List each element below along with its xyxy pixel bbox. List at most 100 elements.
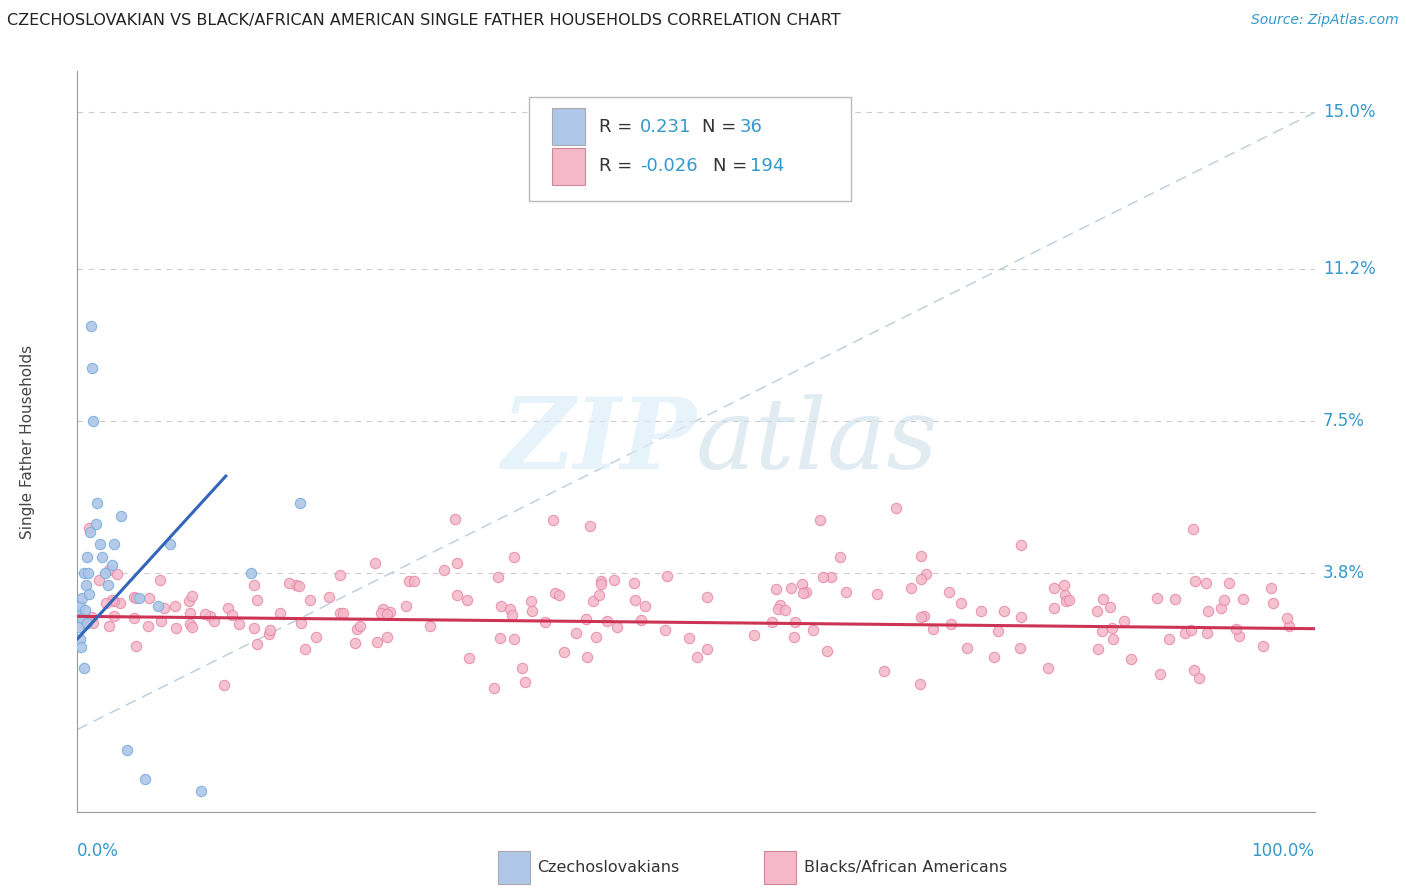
Text: N =: N = — [713, 157, 748, 175]
Point — [103, 594, 125, 608]
Point — [398, 574, 420, 588]
Text: 0.0%: 0.0% — [77, 842, 120, 860]
Point — [910, 549, 932, 564]
Point — [553, 645, 575, 659]
Point — [1091, 592, 1114, 607]
Point — [696, 590, 718, 604]
Point — [87, 574, 110, 588]
Text: R =: R = — [599, 118, 633, 136]
Point — [655, 569, 678, 583]
Point — [180, 589, 202, 603]
Point — [202, 614, 225, 628]
Text: 7.5%: 7.5% — [1323, 412, 1365, 430]
Point — [765, 582, 787, 597]
Point — [1195, 575, 1218, 590]
Point — [163, 599, 186, 613]
Point — [873, 664, 896, 678]
Point — [97, 578, 120, 592]
Point — [993, 604, 1015, 618]
Point — [808, 513, 831, 527]
Point — [82, 414, 104, 428]
Point — [290, 616, 312, 631]
Point — [1114, 614, 1136, 628]
Point — [813, 570, 835, 584]
Point — [866, 587, 889, 601]
Point — [585, 631, 607, 645]
Point — [1057, 593, 1080, 607]
Text: -0.026: -0.026 — [640, 157, 697, 175]
Point — [589, 574, 612, 588]
Text: 100.0%: 100.0% — [1251, 842, 1315, 860]
FancyBboxPatch shape — [529, 97, 851, 201]
Point — [138, 591, 160, 606]
Point — [1102, 632, 1125, 647]
Point — [91, 549, 114, 564]
Point — [377, 607, 399, 622]
Point — [589, 577, 612, 591]
Point — [482, 681, 505, 696]
Point — [73, 603, 96, 617]
Point — [239, 566, 262, 581]
Point — [419, 619, 441, 633]
Point — [575, 612, 598, 626]
Point — [1099, 600, 1122, 615]
Point — [96, 597, 118, 611]
Point — [146, 599, 169, 613]
Point — [128, 591, 150, 605]
Point — [103, 609, 125, 624]
Point — [159, 537, 181, 551]
Point — [941, 617, 963, 632]
Point — [80, 319, 103, 334]
Point — [446, 588, 468, 602]
Point — [105, 566, 128, 581]
Point — [1209, 600, 1232, 615]
Point — [1181, 522, 1204, 536]
Point — [678, 631, 700, 645]
Point — [287, 579, 309, 593]
Point — [122, 611, 145, 625]
Text: 15.0%: 15.0% — [1323, 103, 1375, 121]
FancyBboxPatch shape — [763, 851, 796, 884]
Point — [98, 563, 121, 577]
Point — [792, 586, 814, 600]
Point — [217, 601, 239, 615]
Text: 194: 194 — [751, 157, 785, 175]
Point — [125, 640, 148, 654]
Point — [67, 619, 90, 633]
Point — [242, 578, 264, 592]
Point — [1042, 601, 1064, 615]
Point — [780, 581, 803, 595]
Point — [69, 632, 91, 646]
Point — [177, 594, 200, 608]
Point — [269, 606, 291, 620]
Point — [1232, 591, 1254, 606]
Point — [79, 524, 101, 539]
FancyBboxPatch shape — [498, 851, 530, 884]
Point — [257, 626, 280, 640]
Point — [488, 631, 510, 645]
Point — [596, 614, 619, 628]
Text: 36: 36 — [740, 118, 762, 136]
Text: CZECHOSLOVAKIAN VS BLACK/AFRICAN AMERICAN SINGLE FATHER HOUSEHOLDS CORRELATION C: CZECHOSLOVAKIAN VS BLACK/AFRICAN AMERICA… — [7, 13, 841, 29]
Point — [125, 591, 148, 606]
Point — [329, 606, 352, 620]
Point — [298, 592, 321, 607]
Point — [630, 614, 652, 628]
Point — [98, 619, 121, 633]
Point — [582, 593, 605, 607]
Point — [364, 556, 387, 570]
Point — [108, 596, 131, 610]
Point — [1188, 671, 1211, 685]
Point — [1008, 640, 1031, 655]
Point — [578, 519, 600, 533]
Point — [89, 537, 111, 551]
Point — [534, 615, 557, 629]
Point — [1184, 574, 1206, 589]
Point — [212, 678, 235, 692]
Point — [486, 570, 509, 584]
Point — [77, 566, 100, 581]
Point — [82, 616, 104, 631]
Point — [1182, 663, 1205, 677]
Point — [510, 661, 533, 675]
Point — [766, 601, 789, 615]
